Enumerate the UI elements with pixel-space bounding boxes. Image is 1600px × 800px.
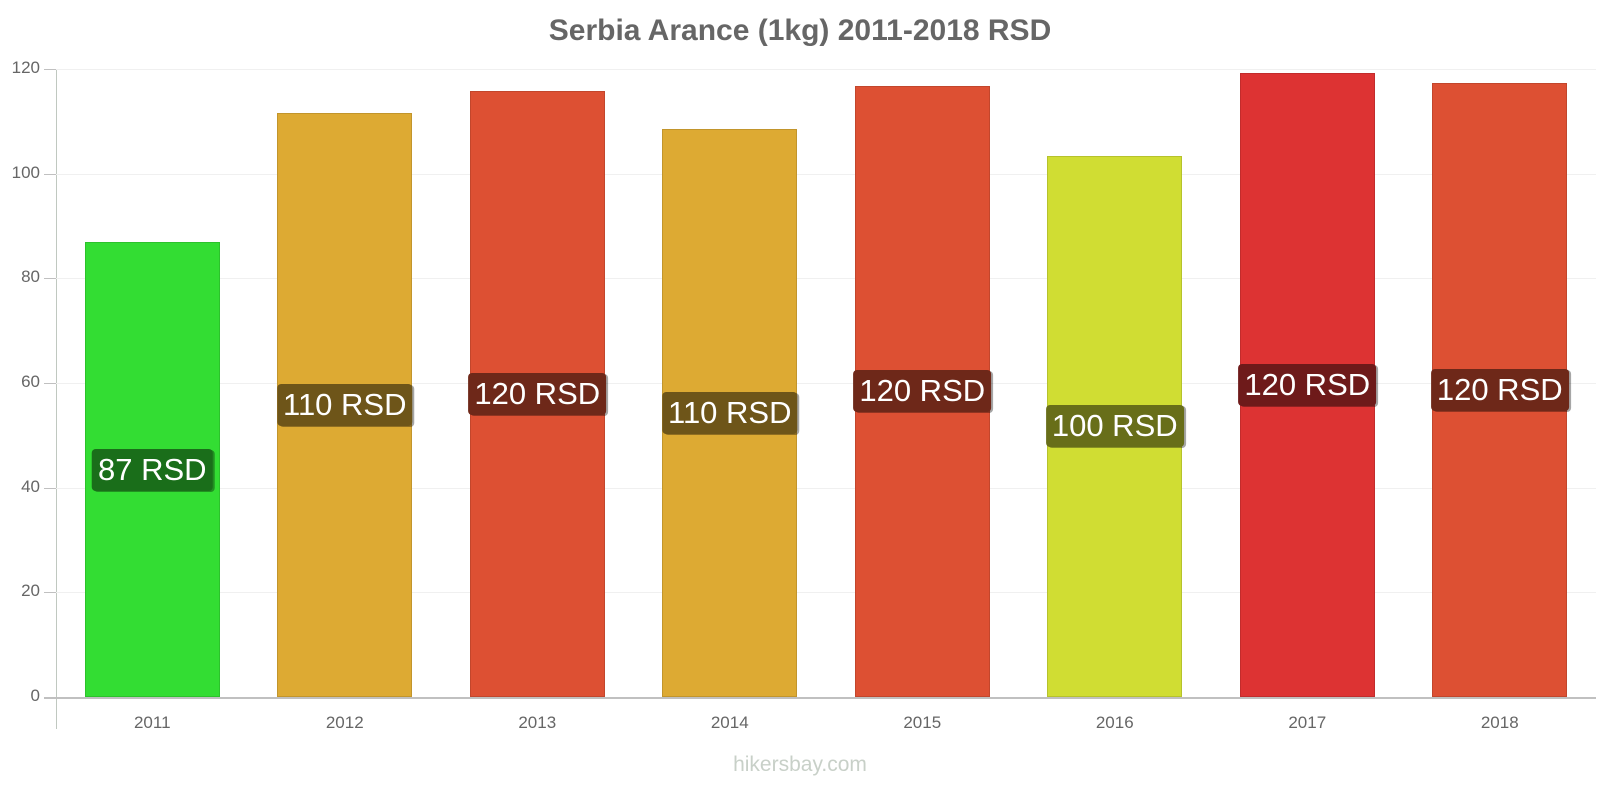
y-axis [56, 69, 57, 729]
y-tick-mark [44, 278, 56, 280]
x-tick-label: 2014 [710, 713, 749, 732]
gridline [56, 487, 1596, 489]
y-tick-label: 20 [21, 581, 40, 601]
x-tick-label: 2011 [133, 713, 171, 732]
y-tick-mark [44, 69, 56, 70]
data-label: 110 RSD [277, 383, 413, 426]
data-label: 120 RSD [1430, 369, 1569, 412]
chart-title: Serbia Arance (1kg) 2011-2018 RSD [548, 14, 1052, 47]
gridline [56, 69, 1596, 70]
gridline [56, 278, 1596, 280]
y-tick-label: 60 [21, 372, 40, 391]
data-label: 100 RSD [1045, 405, 1184, 448]
x-axis [44, 697, 1596, 699]
y-tick-mark [44, 383, 56, 384]
y-tick-label: 80 [21, 267, 40, 287]
y-tick-label: 100 [11, 162, 40, 182]
x-tick-label: 2016 [1095, 713, 1134, 732]
data-label: 120 RSD [853, 370, 992, 413]
gridline [56, 173, 1596, 175]
y-tick-mark [44, 173, 56, 175]
x-tick-label: 2017 [1288, 713, 1327, 732]
y-tick-mark [44, 592, 56, 594]
y-tick-label: 0 [30, 686, 40, 705]
y-tick-label: 40 [21, 476, 40, 496]
y-tick-label: 120 [11, 58, 40, 77]
y-tick-mark [44, 487, 56, 489]
data-label: 120 RSD [468, 372, 607, 415]
data-label: 110 RSD [662, 392, 798, 435]
watermark: hikersbay.com [733, 753, 867, 776]
x-tick-label: 2012 [325, 713, 364, 732]
gridline [56, 592, 1596, 594]
gridline [56, 383, 1596, 384]
y-tick-mark [44, 697, 56, 698]
x-tick-label: 2018 [1480, 713, 1519, 732]
x-tick-label: 2015 [903, 713, 942, 732]
x-tick-label: 2013 [518, 713, 557, 732]
data-label: 120 RSD [1238, 364, 1377, 407]
data-label: 87 RSD [91, 448, 213, 491]
